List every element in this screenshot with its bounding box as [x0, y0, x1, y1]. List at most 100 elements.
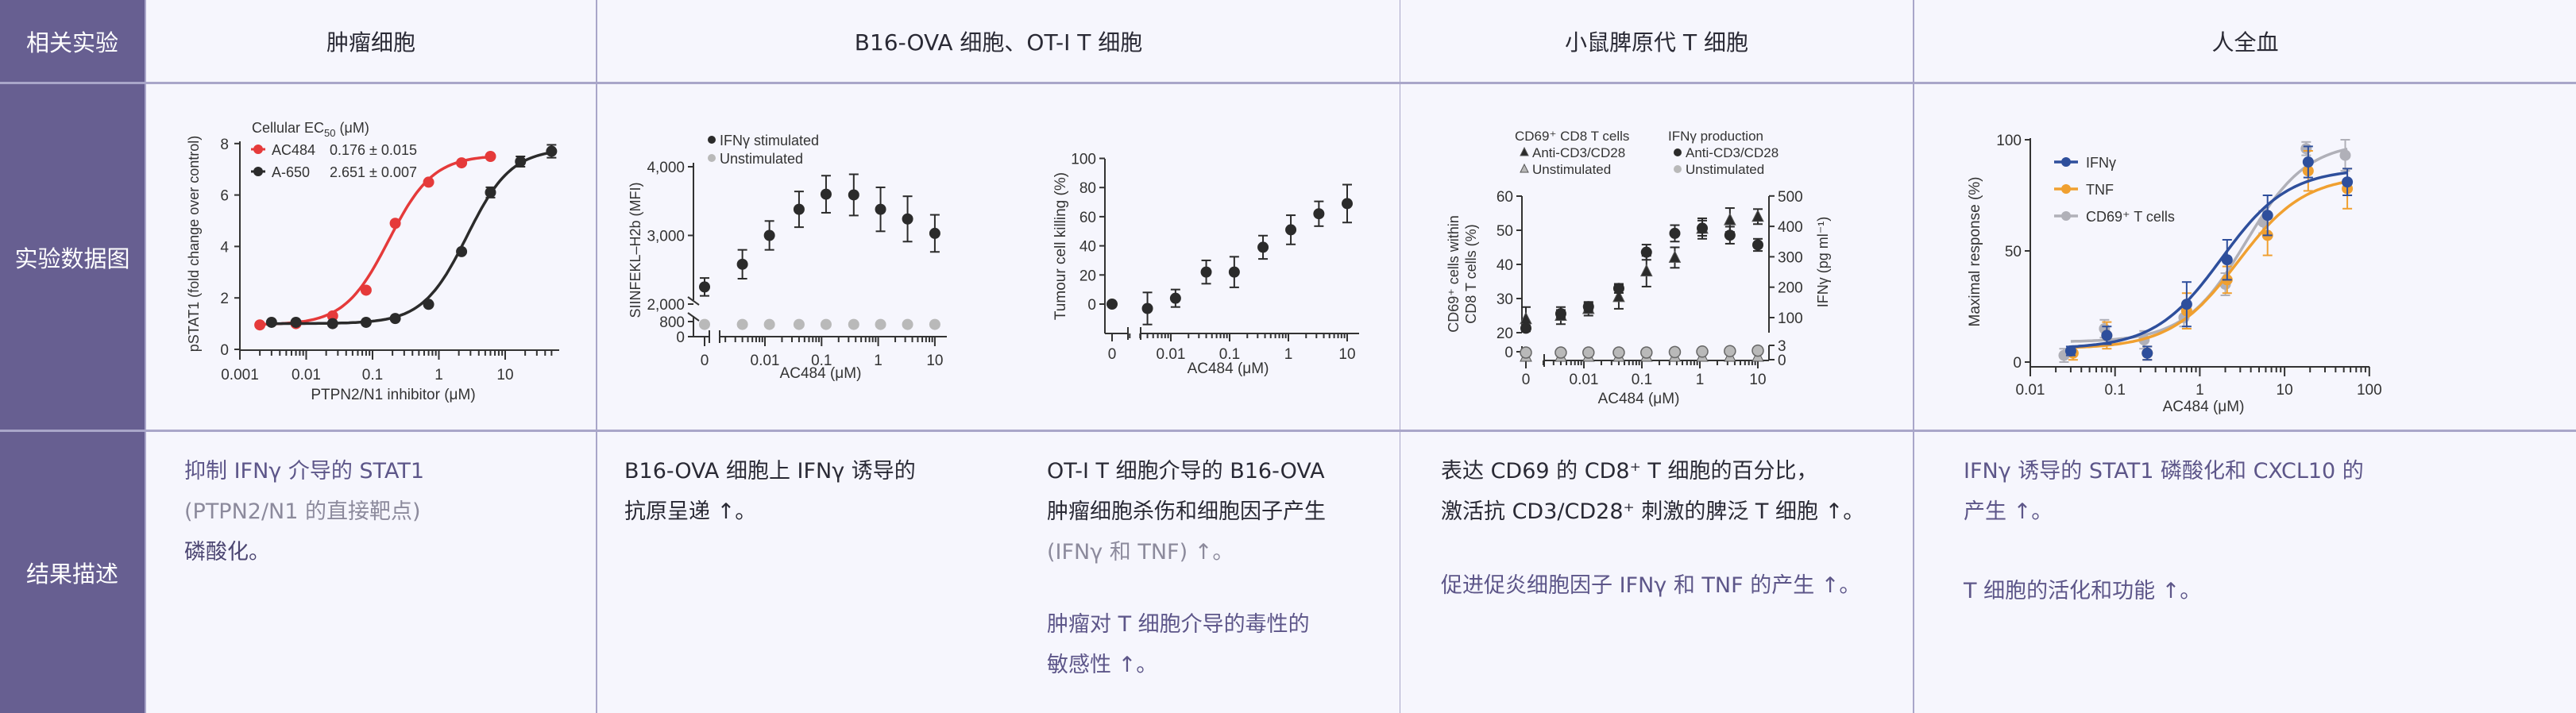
- cd69-point: [1520, 346, 1532, 359]
- cd69-x-tick-label: 0.01: [1570, 372, 1599, 388]
- cd69-left-y-tick-label: 60: [1497, 189, 1513, 206]
- cd69-left-y-tick-label: 30: [1497, 291, 1513, 308]
- maxresp-point: [2180, 299, 2192, 310]
- pstat1-point: [254, 319, 266, 331]
- pstat1-y-tick-label: 2: [220, 291, 229, 307]
- siinfekl-point: [902, 318, 913, 330]
- result-cell-2: [597, 432, 1400, 713]
- header-tumour-cells: 肿瘤细胞: [146, 0, 596, 82]
- result-line: 激活抗 CD3/CD28⁺ 刺激的脾泛 T 细胞 ↑。: [1441, 499, 1865, 524]
- killing-y-tick-label: 80: [1079, 180, 1096, 197]
- pstat1-point: [290, 316, 302, 328]
- killing-x-label: AC484 (μM): [1188, 360, 1269, 377]
- cd69-right-y-tick-label: 500: [1778, 189, 1803, 206]
- cd69-point: [1668, 250, 1682, 263]
- result-cell-1: [146, 432, 596, 713]
- pstat1-x-tick-label: 1: [434, 367, 443, 383]
- pstat1-y-tick-label: 8: [220, 137, 229, 153]
- siinfekl-y-tick-label: 0: [676, 330, 685, 346]
- killing-x-tick-label: 0: [1108, 346, 1117, 363]
- cd69-point: [1640, 246, 1652, 258]
- siinfekl-point: [736, 258, 748, 270]
- cd69-point: [1582, 346, 1595, 359]
- cd69-right-y-tick-label: 200: [1778, 280, 1803, 297]
- killing-x-tick-label: 1: [1284, 346, 1293, 363]
- killing-point: [1106, 299, 1118, 310]
- cd69-point: [1724, 212, 1736, 225]
- column-header: 人全血: [2211, 29, 2279, 56]
- legend-marker: [2061, 211, 2071, 221]
- siinfekl-y-tick-label: 4,000: [647, 160, 685, 176]
- killing-point: [1200, 266, 1212, 278]
- siinfekl-x-tick-label: 0.01: [751, 353, 780, 369]
- pstat1-legend-name: A-650: [272, 164, 310, 180]
- legend-marker: [1674, 165, 1682, 173]
- siinfekl-point: [820, 318, 832, 330]
- maxresp-fit-curve: [2070, 180, 2348, 349]
- pstat1-x-label: PTPN2/N1 inhibitor (μM): [311, 387, 475, 403]
- pstat1-point: [423, 299, 434, 310]
- pstat1-x-tick-label: 0.1: [362, 367, 383, 383]
- cd69-left-y-label: CD8 T cells (%): [1463, 224, 1479, 323]
- killing-x-tick-label: 0.01: [1157, 346, 1186, 363]
- pstat1-point: [326, 310, 338, 322]
- maxresp-legend-name: TNF: [2086, 182, 2114, 198]
- cd69-point: [1612, 346, 1625, 359]
- siinfekl-y-tick-label: 800: [659, 314, 685, 331]
- cd69-legend-title: CD69⁺ CD8 T cells: [1515, 129, 1629, 144]
- maxresp-x-tick-label: 0.1: [2104, 382, 2125, 399]
- pstat1-point: [265, 316, 277, 328]
- cd69-point: [1582, 301, 1594, 313]
- siinfekl-point: [736, 318, 748, 330]
- figure-cell-3: [1400, 84, 1913, 430]
- pstat1-point: [546, 145, 558, 157]
- killing-x-tick-label: 0.1: [1219, 346, 1240, 363]
- siinfekl-point: [699, 318, 710, 330]
- maxresp-point: [2302, 156, 2314, 168]
- pstat1-y-tick-label: 0: [220, 342, 229, 359]
- legend-marker: [1520, 163, 1529, 173]
- result-line: 表达 CD69 的 CD8⁺ T 细胞的百分比，: [1441, 459, 1818, 484]
- result-line: 抑制 IFNγ 介导的 STAT1: [184, 459, 424, 484]
- cd69-legend-item: Unstimulated: [1686, 162, 1764, 177]
- siinfekl-point: [793, 318, 805, 330]
- cd69-legend-title: IFNγ production: [1668, 129, 1763, 144]
- siinfekl-y-label: SIINFEKL–H2b (MFI): [628, 182, 643, 318]
- pstat1-x-tick-label: 0.01: [292, 367, 321, 383]
- siinfekl-point: [763, 318, 775, 330]
- maxresp-point: [2101, 330, 2113, 341]
- siinfekl-point: [875, 318, 886, 330]
- cd69-point: [1751, 209, 1764, 222]
- cd69-left-y-tick-label: 50: [1497, 223, 1513, 240]
- pstat1-fit-curve: [260, 155, 491, 326]
- result-line: (PTPN2/N1 的直接靶点): [184, 499, 421, 524]
- pstat1-point: [360, 316, 372, 328]
- maxresp-x-label: AC484 (μM): [2163, 399, 2245, 415]
- pstat1-legend-title: Cellular EC50 (μM): [252, 120, 369, 139]
- siinfekl-axis-break: [687, 312, 700, 322]
- result-line: 磷酸化。: [184, 540, 270, 565]
- pstat1-fit-curve: [271, 151, 552, 326]
- cd69-left-y-tick-label: 20: [1497, 326, 1513, 342]
- legend-marker: [253, 167, 263, 176]
- siinfekl-point: [793, 203, 805, 215]
- maxresp-y-tick-label: 0: [2013, 355, 2022, 372]
- pstat1-point: [423, 176, 434, 188]
- siinfekl-x-tick-label: 1: [874, 353, 882, 369]
- row-label-result: 结果描述: [0, 432, 145, 713]
- cd69-right-y-label: IFNγ (pg ml⁻¹): [1815, 217, 1831, 308]
- result-line: (IFNγ 和 TNF) ↑。: [1047, 540, 1234, 565]
- killing-y-tick-label: 40: [1079, 239, 1096, 256]
- pstat1-x-tick-label: 0.001: [221, 367, 259, 383]
- result-cell-4: [1914, 432, 2576, 713]
- pstat1-legend-name: AC484: [272, 142, 315, 158]
- result-line: 敏感性 ↑。: [1047, 653, 1158, 677]
- header-mouse-t-cells: 小鼠脾原代 T 细胞: [1400, 0, 1913, 82]
- result-text-tcell: T 细胞的活化和功能 ↑。: [1964, 571, 2201, 611]
- cd69-point: [1724, 345, 1736, 357]
- pstat1-point: [389, 313, 401, 325]
- killing-y-tick-label: 20: [1079, 268, 1096, 284]
- cd69-left-y-tick-label: 0: [1504, 345, 1513, 361]
- siinfekl-x-tick-label: 10: [926, 353, 943, 369]
